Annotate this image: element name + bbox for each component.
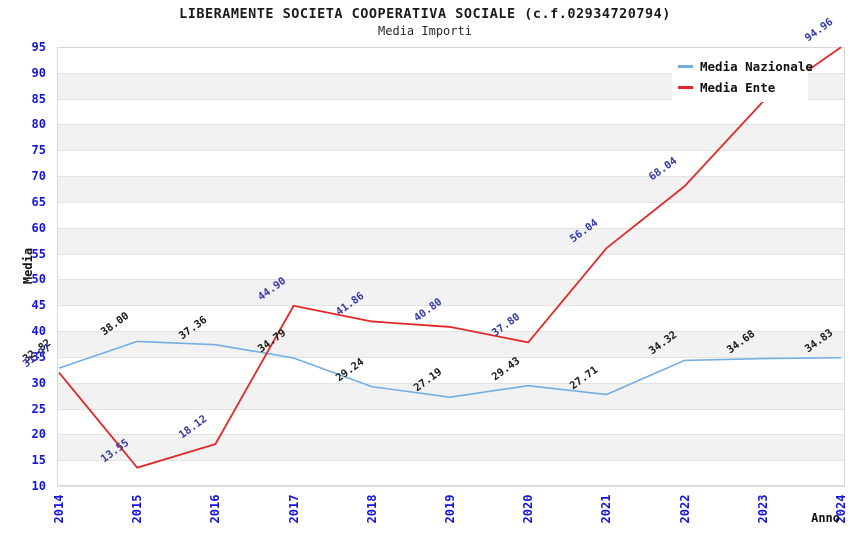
y-tick-label: 35 xyxy=(31,349,46,364)
y-tick-label: 10 xyxy=(31,479,46,493)
y-tick-label: 85 xyxy=(31,91,46,106)
y-tick-label: 75 xyxy=(31,143,46,158)
x-tick-label: 2017 xyxy=(286,494,301,524)
nazionale-line-swatch-icon xyxy=(678,65,693,68)
y-tick-label: 15 xyxy=(31,453,46,468)
x-tick-label: 2015 xyxy=(130,494,145,524)
y-tick-label: 60 xyxy=(31,220,46,235)
gridline xyxy=(57,486,845,487)
legend: Media Nazionale Media Ente xyxy=(672,52,813,102)
legend-label: Media Ente xyxy=(700,80,776,95)
y-axis-title: Media xyxy=(21,247,35,285)
chart-subtitle: Media Importi xyxy=(378,24,472,38)
y-tick-label: 80 xyxy=(31,117,46,132)
y-tick-label: 50 xyxy=(31,272,46,287)
x-tick-label: 2016 xyxy=(208,494,223,524)
x-tick-label: 2022 xyxy=(677,494,692,524)
x-tick-label: 2014 xyxy=(52,494,66,524)
x-axis-title: Anno xyxy=(811,511,840,525)
x-tick-label: 2018 xyxy=(364,494,379,524)
y-tick-label: 90 xyxy=(31,65,46,80)
ente-line-swatch-icon xyxy=(678,86,693,89)
y-tick-label: 65 xyxy=(31,194,46,209)
legend-item-media-ente: Media Ente xyxy=(678,80,802,95)
x-tick-label: 2020 xyxy=(521,494,536,524)
y-tick-label: 20 xyxy=(31,427,46,442)
y-tick-label: 45 xyxy=(31,298,46,313)
x-tick-label: 2021 xyxy=(599,494,614,524)
y-tick-label: 40 xyxy=(31,324,46,339)
y-tick-label: 25 xyxy=(31,401,46,416)
y-tick-label: 30 xyxy=(31,375,46,390)
y-tick-label: 95 xyxy=(31,40,46,54)
plot-frame xyxy=(57,47,845,486)
x-tick-label: 2019 xyxy=(443,494,457,524)
y-tick-label: 70 xyxy=(31,169,46,184)
y-tick-label: 55 xyxy=(31,246,46,261)
chart-title: LIBERAMENTE SOCIETA COOPERATIVA SOCIALE … xyxy=(179,6,671,22)
legend-label: Media Nazionale xyxy=(700,59,813,74)
legend-item-media-nazionale: Media Nazionale xyxy=(678,59,813,74)
x-tick-label: 2023 xyxy=(755,494,770,524)
